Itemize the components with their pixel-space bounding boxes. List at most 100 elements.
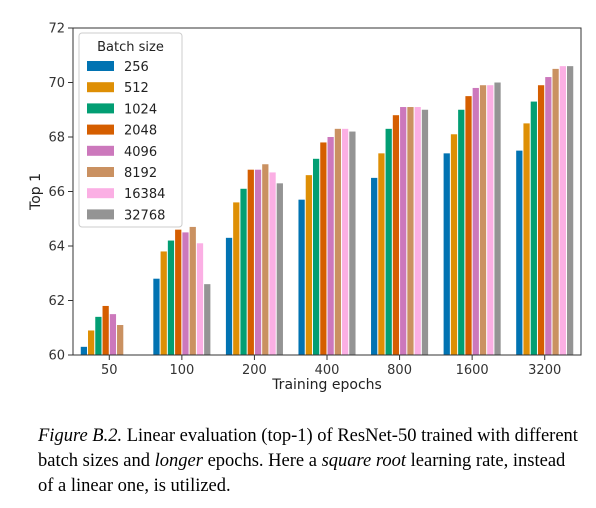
x-tick-label: 200 xyxy=(242,363,267,378)
figure-caption: Figure B.2. Linear evaluation (top-1) of… xyxy=(38,424,583,499)
bar-32768-200 xyxy=(276,183,283,355)
legend-label-16384: 16384 xyxy=(124,187,165,202)
caption-emphasis-longer: longer xyxy=(154,451,203,471)
bar-4096-1600 xyxy=(472,87,479,355)
x-tick-label: 800 xyxy=(387,363,412,378)
caption-text-3: learning rate, instead of a linear one, … xyxy=(38,451,566,496)
bar-512-200 xyxy=(233,202,240,355)
bar-256-400 xyxy=(298,199,305,355)
legend-swatch-16384 xyxy=(87,188,114,199)
bar-512-3200 xyxy=(523,123,530,356)
bar-4096-200 xyxy=(254,169,262,355)
bar-16384-400 xyxy=(342,128,349,355)
bar-32768-100 xyxy=(204,284,211,355)
legend-title: Batch size xyxy=(97,40,164,55)
legend-swatch-1024 xyxy=(87,103,114,114)
bar-512-100 xyxy=(160,251,167,355)
caption-text-2: epochs. Here a xyxy=(202,451,322,471)
legend-swatch-512 xyxy=(87,82,114,93)
bar-1024-400 xyxy=(312,158,320,355)
caption-label: Figure B.2. xyxy=(38,426,123,446)
bar-16384-100 xyxy=(196,243,204,355)
x-tick-label: 1600 xyxy=(456,363,489,378)
y-tick-label: 70 xyxy=(48,76,65,91)
bar-8192-400 xyxy=(334,128,342,355)
legend-label-2048: 2048 xyxy=(124,124,157,139)
bar-8192-100 xyxy=(189,226,196,355)
y-tick-label: 62 xyxy=(48,294,65,309)
y-axis-title: Top 1 xyxy=(28,173,44,211)
x-tick-label: 3200 xyxy=(528,363,561,378)
legend-swatch-2048 xyxy=(87,124,114,135)
legend-swatch-32768 xyxy=(87,209,114,220)
bar-2048-200 xyxy=(247,169,254,355)
bar-32768-1600 xyxy=(494,82,501,355)
bar-512-50 xyxy=(88,330,95,355)
bar-4096-50 xyxy=(109,314,117,356)
legend-label-4096: 4096 xyxy=(124,145,157,160)
bar-256-800 xyxy=(371,177,378,356)
bar-2048-1600 xyxy=(465,96,472,356)
bar-512-800 xyxy=(378,153,385,355)
legend-label-1024: 1024 xyxy=(124,102,157,117)
bar-16384-200 xyxy=(269,172,276,355)
bar-32768-800 xyxy=(421,109,429,355)
y-tick-label: 66 xyxy=(48,185,65,200)
bar-2048-400 xyxy=(320,142,327,355)
x-axis-ticks: 50 100 200 400 800 1600 3200 xyxy=(101,355,561,378)
x-tick-label: 50 xyxy=(101,363,118,378)
bar-8192-50 xyxy=(117,325,124,355)
bar-1024-1600 xyxy=(458,109,465,355)
legend-label-256: 256 xyxy=(124,60,149,75)
bar-16384-800 xyxy=(414,107,421,355)
bar-2048-800 xyxy=(392,115,400,355)
bar-4096-3200 xyxy=(545,77,552,356)
y-tick-label: 68 xyxy=(48,131,65,146)
bar-512-1600 xyxy=(450,134,458,355)
bar-32768-3200 xyxy=(566,66,574,356)
bar-8192-3200 xyxy=(552,68,559,356)
legend-swatch-256 xyxy=(87,61,114,71)
bar-256-50 xyxy=(80,346,88,355)
x-axis-title: Training epochs xyxy=(271,377,382,393)
bar-8192-800 xyxy=(407,107,414,355)
bar-32768-400 xyxy=(349,131,356,355)
bar-2048-50 xyxy=(102,305,109,355)
caption-emphasis-square-root: square root xyxy=(321,451,407,471)
bar-512-400 xyxy=(305,175,312,355)
legend-label-512: 512 xyxy=(124,81,149,96)
bar-1024-50 xyxy=(95,316,102,355)
x-tick-label: 400 xyxy=(315,363,340,378)
bar-2048-100 xyxy=(175,229,182,355)
bar-16384-3200 xyxy=(559,66,566,356)
bars-layer xyxy=(80,66,574,356)
bar-8192-1600 xyxy=(479,85,487,355)
legend-label-8192: 8192 xyxy=(124,166,157,181)
bar-chart: 60 62 64 66 68 70 72 50 100 200 400 800 1600 3200 Tr… xyxy=(28,22,582,393)
bar-4096-800 xyxy=(400,107,407,355)
bar-256-1600 xyxy=(443,153,450,355)
legend-box xyxy=(78,32,183,228)
bar-1024-100 xyxy=(167,240,175,355)
bar-4096-400 xyxy=(327,137,334,355)
bar-1024-3200 xyxy=(530,101,537,355)
caption-text-1: Linear evaluation (top-1) of ResNet-50 t… xyxy=(38,426,578,471)
legend: Batch size 256 512 1024 2048 4096 8192 16384 327… xyxy=(78,32,183,228)
x-tick-label: 100 xyxy=(169,363,194,378)
bar-2048-3200 xyxy=(537,85,545,355)
bar-16384-1600 xyxy=(487,85,494,355)
bar-4096-100 xyxy=(182,232,189,356)
bar-1024-200 xyxy=(240,188,247,355)
bar-1024-800 xyxy=(385,128,392,355)
y-tick-label: 60 xyxy=(48,349,65,364)
legend-swatch-8192 xyxy=(87,167,114,177)
y-tick-label: 64 xyxy=(48,240,65,255)
y-axis-ticks: 60 62 64 66 68 70 72 xyxy=(48,22,73,364)
legend-label-32768: 32768 xyxy=(124,208,165,223)
y-tick-label: 72 xyxy=(48,22,65,37)
bar-256-200 xyxy=(225,237,233,355)
bar-8192-200 xyxy=(262,164,269,355)
legend-swatch-4096 xyxy=(87,145,114,156)
bar-256-3200 xyxy=(516,150,523,356)
bar-256-100 xyxy=(153,278,160,355)
